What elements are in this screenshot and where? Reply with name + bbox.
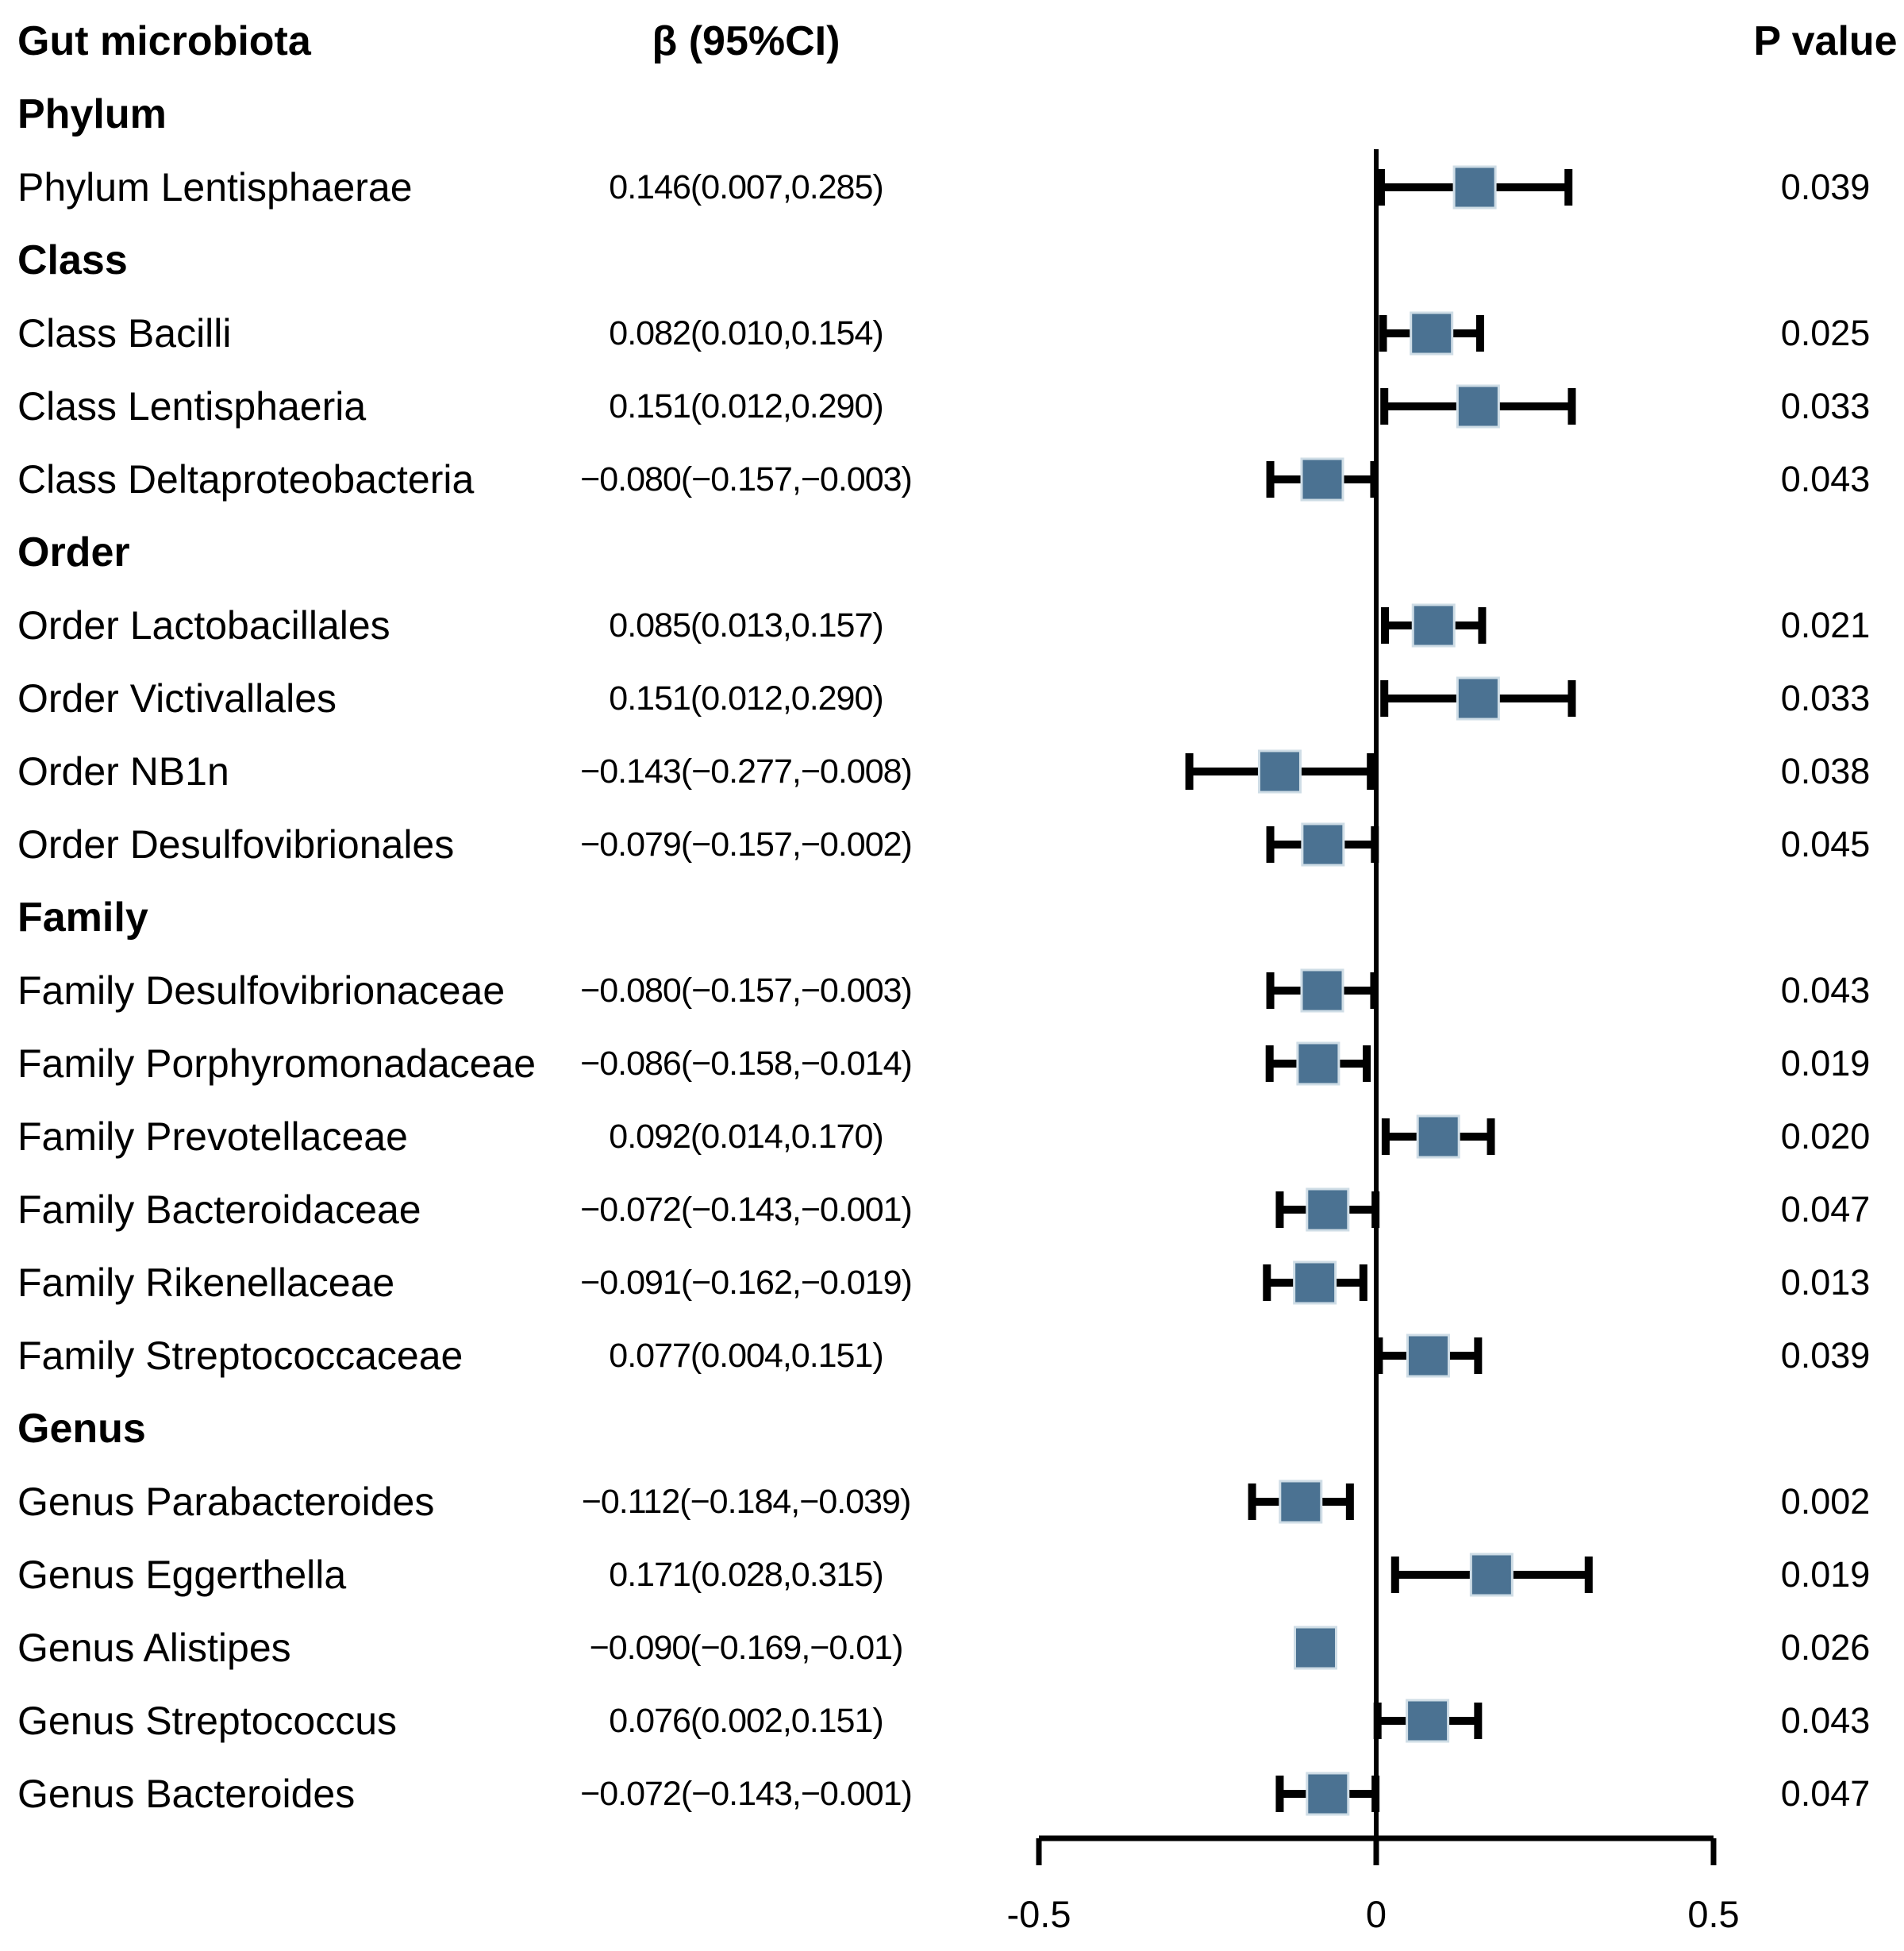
row-label: Class Deltaproteobacteria (17, 457, 475, 502)
row-label: Class Bacilli (17, 311, 232, 356)
p-value: 0.033 (1780, 678, 1871, 718)
row-label: Family Prevotellaceae (17, 1114, 408, 1159)
row-label: Genus Alistipes (17, 1626, 291, 1670)
row-label: Genus Bacteroides (17, 1772, 356, 1816)
beta-marker (1452, 165, 1497, 210)
row-label: Phylum Lentisphaerae (17, 165, 413, 210)
p-value: 0.013 (1780, 1262, 1871, 1303)
row-label: Class Lentisphaeria (17, 384, 367, 429)
row-label: Family Desulfovibrionaceae (17, 968, 506, 1013)
beta-value: 0.151(0.012,0.290) (609, 387, 883, 425)
beta-value: −0.091(−0.162,−0.019) (580, 1264, 913, 1302)
beta-value: −0.112(−0.184,−0.039) (581, 1483, 912, 1521)
p-value: 0.025 (1780, 313, 1871, 353)
beta-value: −0.143(−0.277,−0.008) (580, 752, 913, 791)
row-label: Family Porphyromonadaceae (17, 1041, 537, 1086)
row-label: Order Desulfovibrionales (17, 822, 455, 867)
p-value: 0.045 (1780, 824, 1871, 864)
p-value: 0.039 (1780, 1335, 1871, 1376)
beta-value: −0.080(−0.157,−0.003) (580, 972, 913, 1010)
beta-marker (1257, 749, 1302, 794)
p-value: 0.047 (1780, 1189, 1871, 1229)
row-label: Genus Eggerthella (17, 1553, 347, 1597)
beta-marker (1456, 384, 1500, 429)
p-value: 0.038 (1780, 751, 1871, 791)
beta-value: 0.076(0.002,0.151) (609, 1702, 883, 1740)
p-value: 0.019 (1780, 1043, 1871, 1083)
beta-value: 0.151(0.012,0.290) (609, 679, 883, 718)
p-value: 0.043 (1780, 970, 1871, 1010)
beta-marker (1300, 457, 1344, 502)
row-label: Genus Streptococcus (17, 1699, 398, 1743)
p-value: 0.019 (1780, 1554, 1871, 1595)
beta-value: 0.092(0.014,0.170) (609, 1118, 883, 1156)
p-value: 0.047 (1780, 1773, 1871, 1814)
beta-value: 0.082(0.010,0.154) (609, 314, 883, 352)
section-header: Family (17, 895, 148, 941)
column-header-beta-ci: β (95%CI) (652, 18, 840, 64)
beta-marker (1300, 968, 1344, 1013)
beta-marker (1416, 1114, 1460, 1159)
p-value: 0.020 (1780, 1116, 1871, 1156)
section-header: Phylum (17, 91, 167, 137)
beta-marker (1406, 1699, 1450, 1743)
x-axis-tick-label: 0.5 (1687, 1893, 1740, 1935)
column-header-p-value: P value (1753, 18, 1898, 64)
beta-marker (1469, 1553, 1514, 1597)
p-value: 0.026 (1780, 1627, 1871, 1668)
row-label: Order NB1n (17, 749, 229, 794)
beta-marker (1294, 1626, 1337, 1670)
p-value: 0.043 (1780, 459, 1871, 499)
p-value: 0.043 (1780, 1700, 1871, 1741)
row-label: Family Bacteroidaceae (17, 1187, 421, 1232)
beta-marker (1296, 1041, 1340, 1086)
p-value: 0.002 (1780, 1481, 1871, 1522)
beta-value: 0.171(0.028,0.315) (609, 1556, 883, 1594)
beta-marker (1410, 311, 1454, 356)
row-label: Order Lactobacillales (17, 603, 390, 648)
beta-value: −0.072(−0.143,−0.001) (580, 1775, 913, 1813)
beta-marker (1411, 603, 1456, 648)
row-label: Genus Parabacteroides (17, 1480, 435, 1524)
beta-marker (1456, 676, 1500, 721)
p-value: 0.039 (1780, 167, 1871, 207)
beta-value: −0.080(−0.157,−0.003) (580, 460, 913, 498)
row-label: Order Victivallales (17, 676, 337, 721)
row-label: Family Streptococcaceae (17, 1333, 463, 1378)
row-label: Family Rikenellaceae (17, 1260, 395, 1305)
section-header: Genus (17, 1406, 146, 1452)
p-value: 0.021 (1780, 605, 1871, 645)
beta-value: −0.079(−0.157,−0.002) (580, 825, 913, 864)
section-header: Class (17, 237, 128, 283)
beta-value: 0.146(0.007,0.285) (609, 168, 883, 206)
p-value: 0.033 (1780, 386, 1871, 426)
beta-marker (1279, 1480, 1323, 1524)
beta-value: −0.090(−0.169,−0.01) (589, 1629, 904, 1667)
beta-value: 0.077(0.004,0.151) (609, 1337, 883, 1375)
beta-value: 0.085(0.013,0.157) (609, 606, 883, 645)
beta-value: −0.086(−0.158,−0.014) (580, 1045, 913, 1083)
beta-value: −0.072(−0.143,−0.001) (580, 1191, 913, 1229)
column-header-gut-microbiota: Gut microbiota (17, 18, 311, 64)
beta-marker (1406, 1333, 1450, 1378)
x-axis-tick-label: 0 (1365, 1893, 1387, 1935)
beta-marker (1293, 1260, 1337, 1305)
section-header: Order (17, 529, 130, 575)
beta-marker (1306, 1772, 1350, 1816)
beta-marker (1301, 822, 1345, 867)
x-axis-tick-label: -0.5 (1006, 1893, 1071, 1935)
beta-marker (1306, 1187, 1350, 1232)
